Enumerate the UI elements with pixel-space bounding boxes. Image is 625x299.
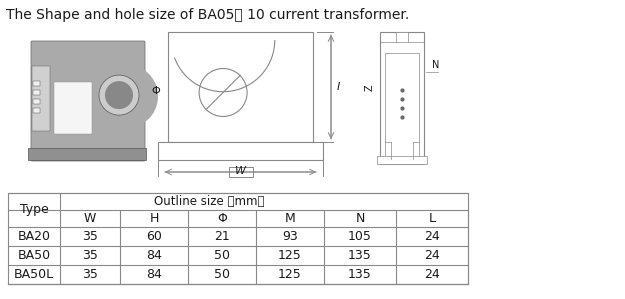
Text: 60: 60 (146, 230, 162, 243)
Text: 24: 24 (424, 249, 440, 262)
Bar (54, 82, 92, 134)
Text: 50: 50 (214, 268, 230, 281)
Bar (377, 156, 427, 164)
Text: I: I (337, 82, 340, 92)
Bar (33, 99, 40, 104)
Text: BA50L: BA50L (14, 268, 54, 281)
Text: Φ: Φ (152, 86, 161, 95)
Bar (168, 32, 313, 142)
Bar (33, 81, 40, 86)
Bar (229, 167, 253, 177)
Text: Z: Z (365, 84, 375, 91)
Bar (396, 32, 408, 42)
Wedge shape (126, 66, 158, 126)
Bar (158, 142, 323, 160)
Text: 125: 125 (278, 268, 302, 281)
FancyBboxPatch shape (31, 41, 145, 161)
Text: BA50: BA50 (18, 249, 51, 262)
Text: L: L (429, 212, 436, 225)
Text: 50: 50 (214, 249, 230, 262)
Text: W: W (84, 212, 96, 225)
Text: 105: 105 (348, 230, 372, 243)
Text: Outline size （mm）: Outline size （mm） (154, 195, 264, 208)
Text: 125: 125 (278, 249, 302, 262)
Text: 24: 24 (424, 230, 440, 243)
Text: M: M (284, 212, 296, 225)
Bar (33, 108, 40, 113)
Text: W: W (235, 166, 246, 176)
Bar (33, 90, 40, 95)
Text: Φ: Φ (217, 212, 227, 225)
Text: H: H (149, 212, 159, 225)
Bar (28, 148, 146, 160)
Text: 84: 84 (146, 249, 162, 262)
Text: 35: 35 (82, 230, 98, 243)
Text: Type: Type (19, 204, 48, 216)
Text: 24: 24 (424, 268, 440, 281)
Circle shape (105, 81, 133, 109)
Text: BA20: BA20 (18, 230, 51, 243)
Bar (385, 53, 419, 159)
Bar (8, 193, 468, 284)
Bar (380, 32, 424, 164)
Text: 135: 135 (348, 268, 372, 281)
Circle shape (99, 75, 139, 115)
Text: 35: 35 (82, 249, 98, 262)
Circle shape (199, 68, 247, 117)
Text: N: N (432, 60, 439, 70)
Text: N: N (355, 212, 365, 225)
Text: 35: 35 (82, 268, 98, 281)
Bar (32, 65, 50, 130)
Text: 135: 135 (348, 249, 372, 262)
Text: 93: 93 (282, 230, 298, 243)
Text: The Shape and hole size of BA05、 10 current transformer.: The Shape and hole size of BA05、 10 curr… (6, 8, 409, 22)
Text: 21: 21 (214, 230, 230, 243)
Text: 84: 84 (146, 268, 162, 281)
